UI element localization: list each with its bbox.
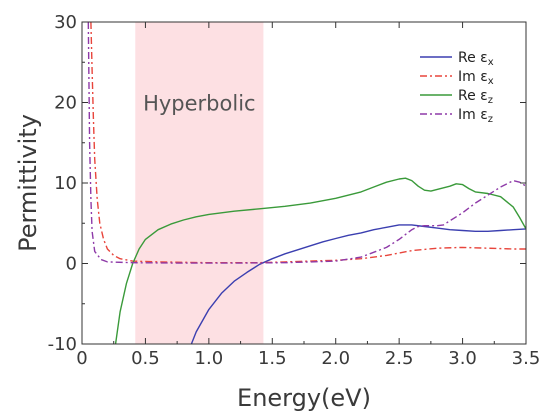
series-line-re-eps-z — [114, 177, 526, 344]
y-tick-label: 30 — [54, 12, 77, 33]
x-tick-label: 0 — [76, 348, 87, 369]
x-tick-label: 1.5 — [258, 348, 287, 369]
legend-label: Im εz — [458, 107, 493, 125]
legend-label: Re εz — [458, 88, 493, 106]
x-tick-label: 3.0 — [448, 348, 477, 369]
y-axis-title: Permittivity — [14, 114, 42, 252]
hyperbolic-region — [135, 22, 264, 344]
hyperbolic-region-label: Hyperbolic — [143, 92, 256, 116]
series-line-re-eps-x — [190, 224, 526, 344]
x-tick-label: 3.5 — [512, 348, 541, 369]
y-axis: -10 0 10 20 30 — [48, 12, 526, 355]
y-tick-label: 20 — [54, 93, 77, 114]
series-layer — [87, 22, 526, 344]
x-tick-label: 1.0 — [195, 348, 224, 369]
x-axis-title: Energy(eV) — [237, 384, 371, 412]
y-tick-label: 10 — [54, 173, 77, 194]
x-tick-label: 0.5 — [131, 348, 160, 369]
legend-label: Im εx — [458, 69, 494, 87]
legend-label: Re εx — [458, 50, 494, 68]
y-tick-label: 0 — [66, 254, 77, 275]
series-line-im-eps-z — [87, 22, 526, 264]
x-tick-label: 2.0 — [321, 348, 350, 369]
x-tick-label: 2.5 — [385, 348, 414, 369]
x-axis: 0 0.5 1.0 1.5 2.0 2.5 3.0 3.5 — [76, 22, 540, 369]
y-tick-label: -10 — [48, 334, 77, 355]
